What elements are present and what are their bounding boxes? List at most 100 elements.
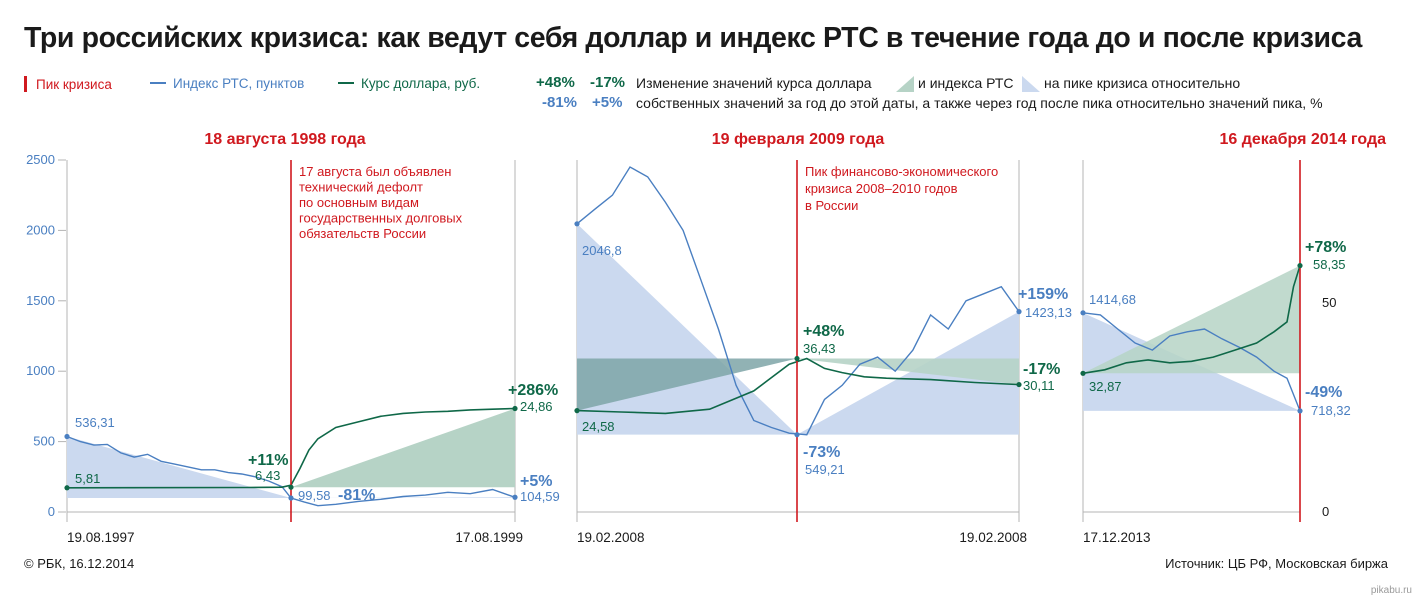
usd-fill-swatch	[896, 76, 914, 92]
usd-swatch	[338, 82, 354, 84]
rts-change-after: +159%	[1018, 286, 1068, 303]
x-start-label: 17.12.2013	[1083, 530, 1151, 545]
rts-peak-value: 549,21	[805, 462, 845, 477]
rts-tick-label: 500	[33, 434, 55, 449]
annotation-line: Пик финансово-экономического	[805, 164, 998, 179]
legend-usd-up: +48%	[536, 74, 575, 91]
value-dot	[1016, 381, 1022, 388]
x-start-label: 19.08.1997	[67, 530, 135, 545]
legend-desc-2: собственных значений за год до этой даты…	[636, 95, 1323, 111]
rts-change-peak: -73%	[803, 444, 840, 461]
annotation-line: обязательств России	[299, 226, 426, 241]
legend-desc-1b: и индекса РТС	[918, 75, 1014, 91]
legend-peak: Пик кризиса	[24, 76, 112, 92]
rts-start-value: 1414,68	[1089, 292, 1136, 307]
usd-after-fill	[797, 358, 1019, 385]
footer-copyright: © РБК, 16.12.2014	[24, 556, 135, 571]
usd-end-value: 24,86	[520, 399, 553, 414]
rts-end-value: 104,59	[520, 489, 560, 504]
value-dot	[794, 432, 800, 438]
rts-line	[66, 435, 516, 507]
usd-change-peak: +11%	[248, 452, 288, 469]
x-end-label: 17.08.1999	[455, 530, 523, 545]
rts-end-value: 1423,13	[1025, 305, 1072, 320]
usd-start-value: 32,87	[1089, 379, 1122, 394]
rts-line	[1082, 312, 1301, 412]
watermark: pikabu.ru	[1370, 585, 1412, 596]
value-dot	[288, 484, 294, 490]
footer-source: Источник: ЦБ РФ, Московская биржа	[1165, 556, 1388, 571]
usd-line	[1082, 265, 1301, 375]
rts-start-value: 2046,8	[582, 243, 622, 258]
usd-start-value: 24,58	[582, 419, 615, 434]
value-dot	[1080, 310, 1086, 316]
x-end-label: 19.02.2008	[959, 530, 1027, 545]
rts-tick-label: 1000	[26, 363, 55, 378]
legend-rts: Индекс РТС, пунктов	[150, 76, 304, 91]
legend-usd-down: -17%	[590, 74, 626, 91]
usd-end-value: 30,11	[1023, 378, 1055, 393]
value-dot	[512, 405, 518, 412]
usd-tick-label: 0	[1322, 504, 1329, 519]
rts-change-after: +5%	[520, 473, 552, 490]
rts-start-value: 536,31	[75, 415, 115, 430]
usd-change-fill	[577, 358, 797, 411]
x-start-label: 19.02.2008	[577, 530, 645, 545]
usd-after-fill	[291, 408, 515, 488]
peak-swatch	[24, 76, 27, 92]
legend-rts-up: +5%	[592, 94, 623, 111]
usd-peak-value: 36,43	[803, 341, 836, 356]
usd-change-peak: +78%	[1305, 239, 1346, 256]
rts-tick-label: 1500	[26, 293, 55, 308]
value-dot	[794, 355, 800, 362]
annotation-line: кризиса 2008–2010 годов	[805, 181, 958, 196]
usd-line	[66, 407, 516, 489]
usd-change-after: -17%	[1023, 361, 1060, 378]
chart-title: Три российских кризиса: как ведут себя д…	[24, 22, 1362, 54]
legend-rts-label: Индекс РТС, пунктов	[173, 76, 305, 91]
rts-change-fill	[67, 436, 291, 498]
usd-start-value: 5,81	[75, 471, 100, 486]
value-dot	[574, 221, 580, 227]
annotation-line: по основным видам	[299, 195, 419, 210]
panel-title: 16 декабря 2014 года	[1219, 131, 1386, 148]
legend-usd: Курс доллара, руб.	[338, 76, 480, 91]
legend: Пик кризиса Индекс РТС, пунктов Курс дол…	[0, 72, 1418, 116]
usd-tick-label: 50	[1322, 295, 1336, 310]
value-dot	[288, 495, 294, 501]
rts-fill-swatch	[1022, 76, 1040, 92]
value-dot	[1080, 370, 1086, 376]
annotation-line: технический дефолт	[299, 180, 423, 195]
panel-title: 18 августа 1998 года	[204, 131, 365, 148]
rts-change-peak: -81%	[338, 487, 375, 504]
value-dot	[512, 494, 518, 500]
rts-end-value: 718,32	[1311, 403, 1351, 418]
value-dot	[574, 408, 580, 414]
rts-tick-label: 2500	[26, 152, 55, 167]
usd-peak-value: 6,43	[255, 468, 280, 483]
panel-title: 19 февраля 2009 года	[712, 131, 885, 148]
value-dot	[64, 485, 70, 491]
rts-peak-value: 99,58	[298, 488, 331, 503]
annotation-line: 17 августа был объявлен	[299, 164, 451, 179]
rts-after-fill	[797, 311, 1019, 435]
annotation-line: государственных долговых	[299, 211, 463, 226]
rts-change-peak: -49%	[1305, 384, 1342, 401]
usd-end-value: 58,35	[1313, 257, 1346, 272]
rts-swatch	[150, 82, 166, 84]
rts-after-fill	[291, 497, 515, 498]
usd-change-fill	[1083, 265, 1300, 374]
legend-peak-label: Пик кризиса	[36, 77, 112, 92]
annotation-line: в России	[805, 198, 858, 213]
usd-line	[576, 357, 1020, 415]
value-dot	[1016, 309, 1022, 315]
value-dot	[64, 433, 70, 440]
usd-change-peak: +48%	[803, 323, 844, 340]
rts-tick-label: 0	[48, 504, 55, 519]
value-dot	[1297, 263, 1303, 269]
value-dot	[1297, 408, 1303, 414]
legend-desc-1a: Изменение значений курса доллара	[636, 75, 872, 91]
legend-rts-down: -81%	[542, 94, 578, 111]
legend-desc-1c: на пике кризиса относительно	[1044, 75, 1241, 91]
